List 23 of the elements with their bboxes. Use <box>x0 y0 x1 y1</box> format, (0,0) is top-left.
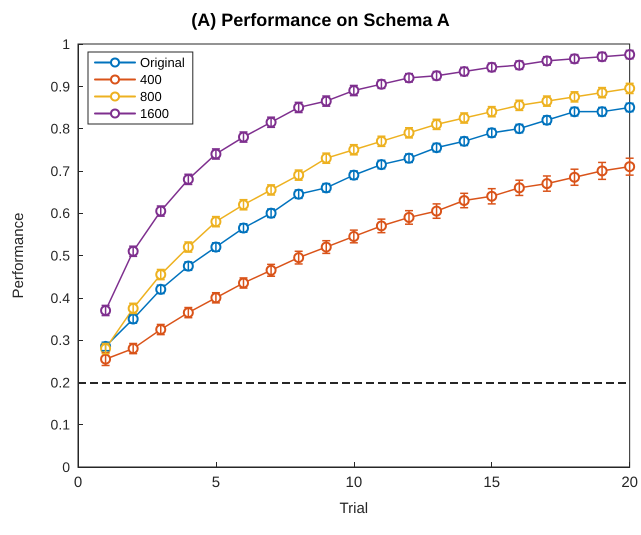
y-tick-label: 0.1 <box>50 416 70 433</box>
x-tick-label: 5 <box>212 474 220 491</box>
y-tick-label: 0.7 <box>50 162 70 179</box>
y-tick-label: 0.4 <box>50 290 70 306</box>
x-tick-label: 0 <box>74 474 82 491</box>
legend-label: 1600 <box>140 106 169 121</box>
y-tick-label: 0.8 <box>50 120 70 137</box>
x-tick-label: 20 <box>621 474 638 491</box>
y-tick-label: 0 <box>62 459 70 475</box>
legend-label: Original <box>140 55 185 70</box>
y-tick-label: 0.5 <box>50 248 70 264</box>
y-tick-label: 0.2 <box>50 374 70 390</box>
y-tick-label: 0.3 <box>50 332 70 348</box>
x-axis-title: Trial <box>340 500 368 517</box>
y-tick-label: 0.9 <box>50 78 70 94</box>
legend-label: 800 <box>140 89 162 104</box>
y-tick-label: 1 <box>62 36 70 52</box>
x-tick-label: 10 <box>345 474 362 491</box>
legend-label: 400 <box>140 72 162 87</box>
x-tick-label: 15 <box>483 474 500 491</box>
chart-title: (A) Performance on Schema A <box>191 10 450 30</box>
y-axis-title: Performance <box>10 212 27 298</box>
y-tick-label: 0.6 <box>50 205 70 222</box>
